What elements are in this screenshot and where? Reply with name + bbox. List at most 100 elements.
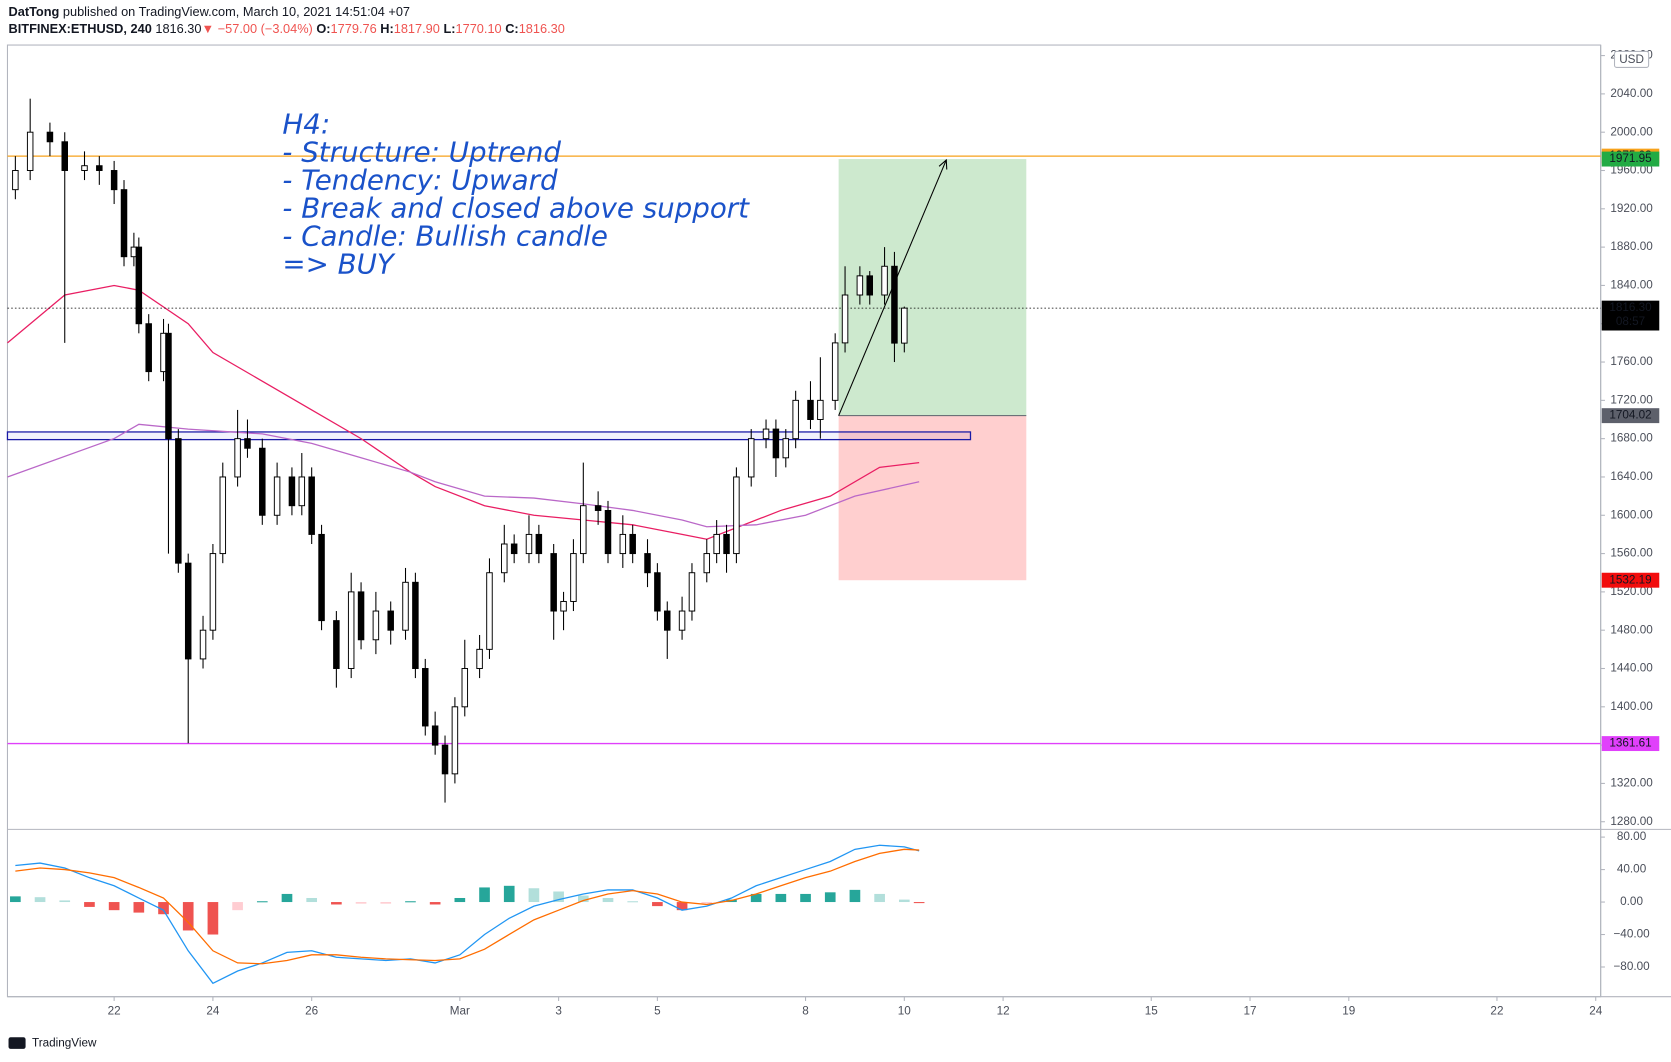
histogram-bar — [232, 902, 243, 911]
histogram-bar — [479, 887, 490, 903]
x-tick-label: 26 — [305, 1005, 318, 1018]
histogram-bar — [10, 896, 21, 903]
histogram-bar — [355, 902, 367, 904]
y-tick-label: 1640.00 — [1610, 470, 1653, 483]
candle-body — [747, 438, 755, 478]
x-tick-label: 19 — [1342, 1005, 1355, 1018]
ohlc-value: 1779.76 — [331, 22, 377, 37]
candle-body — [135, 246, 143, 325]
histogram-bar — [182, 902, 194, 931]
entry-label: 1704.02 — [1609, 409, 1651, 422]
candle-body — [550, 553, 557, 612]
histogram-bar — [676, 902, 688, 911]
candle-body — [881, 265, 888, 296]
author: DatTong — [9, 4, 60, 19]
candle-body — [145, 323, 152, 373]
moving-average — [7, 284, 920, 540]
candle-body — [422, 668, 429, 727]
candle-body — [61, 141, 68, 171]
histogram-bar — [775, 893, 787, 903]
candle-body — [535, 533, 543, 555]
x-tick-label: 12 — [997, 1005, 1010, 1018]
histogram-bar — [158, 902, 169, 915]
candle-body — [560, 600, 567, 612]
y-tick-label: 1760.00 — [1610, 355, 1653, 368]
x-tick-label: 15 — [1145, 1005, 1159, 1018]
histogram-bar — [553, 891, 564, 903]
candle-body — [856, 275, 864, 296]
candle-body — [318, 533, 325, 622]
histogram-bar — [207, 902, 219, 935]
y-tick-label: 2040.00 — [1610, 87, 1653, 100]
candle-body — [594, 505, 602, 511]
candle-body — [347, 591, 355, 669]
histogram-bar — [627, 901, 639, 903]
footer-text: TradingView — [32, 1037, 97, 1050]
candle-body — [244, 438, 251, 449]
candle-body — [259, 447, 266, 516]
candle-body — [733, 476, 740, 555]
candle-body — [412, 581, 419, 669]
y-tick-label: 1600.00 — [1610, 508, 1653, 521]
ohlc-key: L: — [443, 22, 455, 37]
histogram-bar — [306, 897, 318, 903]
currency-label: USD — [1619, 53, 1644, 66]
candle-body — [688, 572, 696, 612]
candle-body — [46, 131, 54, 143]
histogram-bar — [898, 899, 910, 903]
candle-body — [431, 725, 439, 746]
candle-body — [619, 533, 627, 555]
logo-icon — [8, 1037, 26, 1049]
countdown: 08:57 — [1616, 315, 1645, 328]
macd-y-tick-label: −80.00 — [1613, 960, 1650, 973]
histogram-bar — [577, 895, 589, 903]
candle-body — [441, 744, 449, 775]
candle-body — [772, 428, 780, 459]
stop-label-box — [1601, 572, 1660, 588]
candle-body — [273, 476, 281, 516]
candle-body — [604, 510, 612, 555]
y-tick-label: 1880.00 — [1610, 240, 1653, 253]
macd-y-tick-label: 40.00 — [1617, 863, 1647, 876]
price-label-box — [1601, 736, 1660, 752]
candle-body — [451, 706, 459, 775]
histogram-bar — [405, 901, 416, 903]
y-tick-label: 1560.00 — [1610, 547, 1653, 560]
x-tick-label: 8 — [802, 1005, 809, 1018]
histogram-bar — [331, 902, 342, 905]
published: published on TradingView.com, March 10, … — [63, 4, 410, 19]
candle-body — [831, 342, 839, 401]
ohlc-value: 1816.30 — [519, 22, 565, 37]
histogram-bar — [701, 902, 713, 904]
histogram-bar — [59, 900, 71, 903]
entry-label-box — [1601, 408, 1660, 424]
candle-body — [175, 438, 182, 564]
histogram-bar — [84, 902, 95, 907]
candle-body — [372, 610, 380, 641]
histogram-bar — [913, 902, 925, 904]
header-line-1: DatTong published on TradingView.com, Ma… — [9, 4, 411, 19]
candle-body — [184, 562, 192, 660]
y-tick-label: 1520.00 — [1610, 585, 1653, 598]
candle-body — [723, 533, 730, 555]
plot-frame — [6, 44, 1602, 998]
candle-body — [234, 438, 241, 478]
footer-logo: TradingView — [8, 1037, 97, 1050]
x-tick-label: 10 — [898, 1005, 912, 1018]
y-tick-label: 2000.00 — [1610, 125, 1653, 138]
annotation-line: => BUY — [282, 248, 395, 281]
candle-body — [817, 399, 824, 420]
target-label: 1971.95 — [1609, 152, 1652, 165]
x-tick-label: 22 — [1490, 1005, 1503, 1018]
ohlc-key: C: — [505, 22, 518, 37]
candle-body — [841, 294, 849, 344]
candle-body — [782, 438, 790, 459]
y-tick-label: 1720.00 — [1610, 393, 1653, 406]
candle-body — [209, 553, 217, 631]
change: −57.00 (−3.04%) — [218, 22, 313, 37]
candle-body — [703, 553, 711, 574]
y-tick-label: 1440.00 — [1610, 662, 1653, 675]
candle-body — [525, 533, 533, 555]
histogram-bar — [800, 893, 811, 903]
